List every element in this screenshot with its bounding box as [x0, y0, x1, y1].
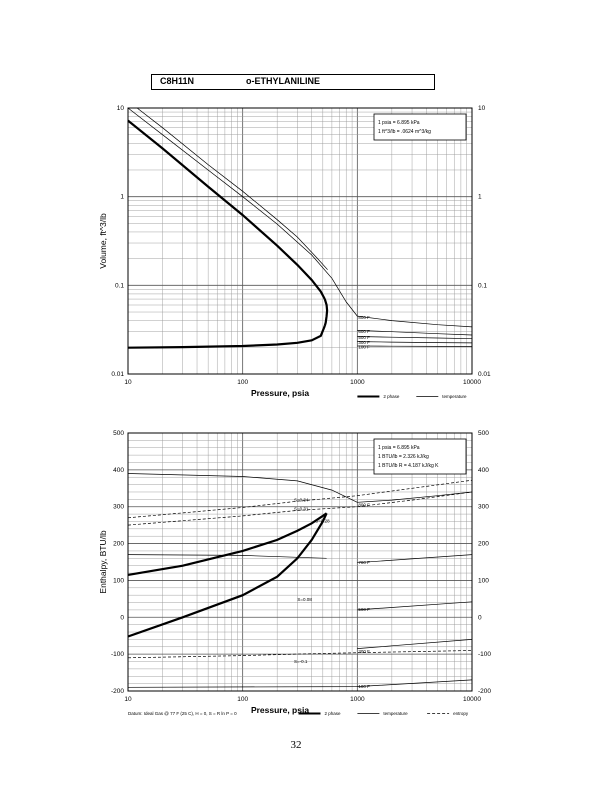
chart2-legend-label: entropy: [453, 711, 469, 716]
chart1-series-line-8: [357, 341, 473, 344]
chart2-series-line-8: [127, 679, 473, 688]
chart2-curve-label: S=0.28: [315, 519, 330, 524]
chart1-y-tick-label-right: 0.01: [478, 371, 491, 378]
chart1-legend-label: temperature: [442, 394, 467, 399]
chart2-curve-label: S=-0.1: [294, 659, 308, 664]
chart1-x-axis-label: Pressure, psia: [251, 388, 309, 398]
page-number: 32: [290, 739, 302, 751]
chart2-y-tick-label-left: 200: [113, 541, 124, 548]
chart1-series-line-1: [323, 298, 329, 327]
chart1-y-tick-label-right: 10: [478, 105, 486, 112]
chart1-series-line-3: [127, 107, 358, 317]
chart1-curve-label: 300 F: [358, 340, 370, 345]
chart2-conversion-box: [373, 438, 467, 475]
chart2-series-line-7: [357, 639, 473, 649]
chart2-series-line-1: [127, 512, 328, 638]
chart1-plot-frame: [127, 107, 473, 375]
chart1-curve-label: 500 F: [358, 335, 370, 340]
chart1-y-tick-label-right: 1: [478, 194, 482, 201]
chart1-y-tick-label-left: 1: [120, 194, 124, 201]
chart2-y-tick-label-left: -100: [111, 651, 124, 658]
chart2-curve-label: S=0.31: [294, 507, 309, 512]
chart1-y-tick-label-left: 0.1: [115, 282, 124, 289]
chart1-y-tick-label-left: 10: [117, 105, 125, 112]
chart2-curve-label: S=0.34: [294, 497, 309, 502]
chart2-series-line-0: [127, 512, 328, 576]
chart2-series-line-6: [357, 601, 473, 611]
chart2-footnote: Datum: Ideal Gas @ 77 F (25 C), H = 0, S…: [128, 711, 237, 716]
chart2-y-tick-label-left: 400: [113, 467, 124, 474]
chart2-y-axis-label: Enthalpy, BTU/lb: [98, 530, 108, 593]
chart2-curve-label: S=0.08: [297, 597, 312, 602]
chart1-x-tick-label: 10: [124, 379, 132, 386]
chart2-y-tick-label-right: 0: [478, 614, 482, 621]
compound-formula: C8H11N: [160, 76, 195, 86]
chart2-series-line-2: [127, 473, 358, 503]
chart2-legend-label: 2 phase: [325, 711, 342, 716]
chart2-curve-label: 100 F: [358, 684, 370, 689]
chart1-x-tick-label: 100: [237, 379, 248, 386]
chart1-curve-label: 100 F: [358, 344, 370, 349]
chart2-plot-frame: [127, 432, 473, 692]
chart2-y-tick-label-right: -100: [478, 651, 491, 658]
chart2-y-tick-label-right: 200: [478, 541, 489, 548]
chart2-curve-label: 300 F: [358, 649, 370, 654]
chart2-series-line-3: [357, 491, 473, 503]
chart2-y-tick-label-left: 500: [113, 430, 124, 437]
chart1-x-tick-label: 10000: [463, 379, 481, 386]
chart1-series-line-4: [136, 107, 328, 270]
chart2-series-line-10: [127, 491, 473, 526]
chart2-curve-label: 700 F: [358, 560, 370, 565]
chart2-y-tick-label-left: -200: [111, 688, 124, 695]
chart1-y-tick-label-right: 0.1: [478, 282, 487, 289]
chart1-series-line-5: [357, 315, 473, 328]
chart2-y-tick-label-right: 500: [478, 430, 489, 437]
chart1-series-line-7: [357, 336, 473, 340]
compound-name: o-ETHYLANILINE: [246, 76, 320, 86]
chart1-curve-label: 600 F: [358, 329, 370, 334]
chart2-y-tick-label-right: 300: [478, 504, 489, 511]
chart1-series-line-2: [127, 325, 326, 349]
chart-title-box: C8H11N o-ETHYLANILINE: [151, 74, 435, 90]
chart2-x-tick-label: 100: [237, 696, 248, 703]
chart2-series-line-5: [357, 554, 473, 564]
chart1-series-line-0: [127, 119, 326, 300]
chart2-legend-label: temperature: [383, 711, 408, 716]
chart2-y-tick-label-left: 300: [113, 504, 124, 511]
chart1-series-line-9: [357, 345, 473, 347]
chart2-series-line-11: [127, 650, 473, 659]
chart1-conversion-text: 1 psia = 6.895 kPa: [378, 120, 420, 126]
chart2-conversion-text: 1 psia = 6.895 kPa: [378, 445, 420, 451]
chart2-conversion-text: 1 BTU/lb = 2.326 kJ/kg: [378, 454, 429, 460]
chart2-y-tick-label-left: 100: [113, 577, 124, 584]
chart1-y-axis-label: Volume, ft^3/lb: [98, 213, 108, 269]
chart2-x-tick-label: 10000: [463, 696, 481, 703]
chart2-y-tick-label-right: 100: [478, 577, 489, 584]
chart1-conversion-text: 1 ft^3/lb = .0624 m^3/kg: [378, 129, 431, 135]
chart2-x-axis-label: Pressure, psia: [251, 705, 309, 715]
chart2-y-tick-label-right: 400: [478, 467, 489, 474]
chart2-conversion-text: 1 BTU/lb R = 4.187 kJ/kg K: [378, 463, 439, 469]
chart2-series-line-9: [127, 479, 473, 519]
chart2-curve-label: 500 F: [358, 607, 370, 612]
chart1-legend-label: 2 phase: [383, 394, 400, 399]
chart2-y-tick-label-right: -200: [478, 688, 491, 695]
chart1-y-tick-label-left: 0.01: [111, 371, 124, 378]
chart2-x-tick-label: 1000: [350, 696, 365, 703]
chart2-y-tick-label-left: 0: [120, 614, 124, 621]
chart2-series-line-4: [127, 554, 327, 559]
chart2-curve-label: 800 F: [358, 503, 370, 508]
chart1-curve-label: 800 F: [358, 315, 370, 320]
chart1-conversion-box: [373, 113, 467, 141]
chart2-x-tick-label: 10: [124, 696, 132, 703]
chart1-series-line-6: [357, 330, 473, 336]
chart1-x-tick-label: 1000: [350, 379, 365, 386]
